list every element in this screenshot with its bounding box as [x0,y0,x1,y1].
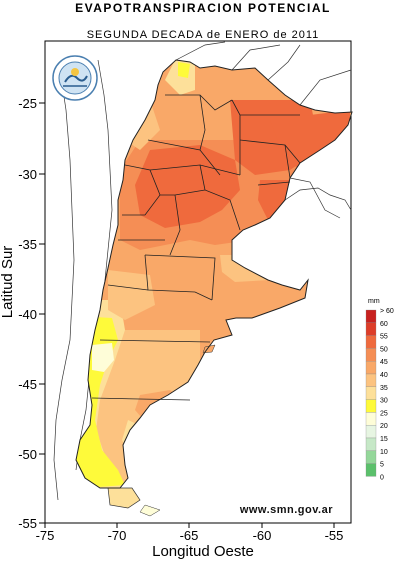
x-tick-label: -70 [108,528,127,543]
province-borders [91,94,301,401]
legend-swatch [365,335,377,349]
x-axis: -75 -70 -65 -60 -55 Longitud Oeste [36,523,344,560]
legend-swatch [365,361,377,375]
legend-label: 50 [380,346,388,353]
legend-swatch [365,437,377,451]
legend-label: 25 [380,410,388,417]
legend-label: 30 [380,398,388,405]
legend-swatch [365,348,377,362]
legend-label: 45 [380,359,388,366]
argentina-outline [75,59,353,489]
y-tick-label: -30 [18,167,37,182]
legend-unit: mm [368,298,380,305]
y-tick-label: -35 [18,237,37,252]
x-axis-title: Longitud Oeste [152,543,254,560]
legend-swatch [365,322,377,336]
legend-label: 40 [380,372,388,379]
tierra-del-fuego [107,487,141,509]
legend-label: 15 [380,436,388,443]
legend-label: 10 [380,449,388,456]
legend-swatch [365,309,377,323]
y-tick-label: -45 [18,377,37,392]
island [139,504,161,517]
smn-logo [52,55,98,101]
legend-swatch [365,386,377,400]
y-tick-label: -55 [18,516,37,531]
map-subtitle: SEGUNDA DECADA de ENERO de 2011 [86,29,320,41]
y-tick-label: -50 [18,447,37,462]
legend-label: 0 [380,474,384,481]
legend-swatch [365,463,377,477]
x-tick-label: -60 [253,528,272,543]
legend-label: 20 [380,423,388,430]
legend-swatch [365,412,377,426]
y-axis-title: Latitud Sur [0,246,16,319]
x-tick-label: -65 [180,528,199,543]
legend-label: 35 [380,385,388,392]
legend-label: 5 [380,462,384,469]
legend-swatch [365,373,377,387]
x-tick-label: -55 [325,528,344,543]
legend-swatch [365,399,377,413]
legend-swatch [365,450,377,464]
legend-label: 60 [380,321,388,328]
y-tick-label: -40 [18,307,37,322]
y-axis: -25 -30 -35 -40 -45 -50 -55 Latitud Sur [0,96,45,531]
legend-swatch [365,425,377,439]
website-text: www.smn.gov.ar [239,504,333,516]
legend-label: > 60 [380,308,394,315]
x-tick-label: -75 [36,528,55,543]
legend-label: 55 [380,334,388,341]
map-title: EVAPOTRANSPIRACION POTENCIAL [75,1,331,15]
y-tick-label: -25 [18,96,37,111]
